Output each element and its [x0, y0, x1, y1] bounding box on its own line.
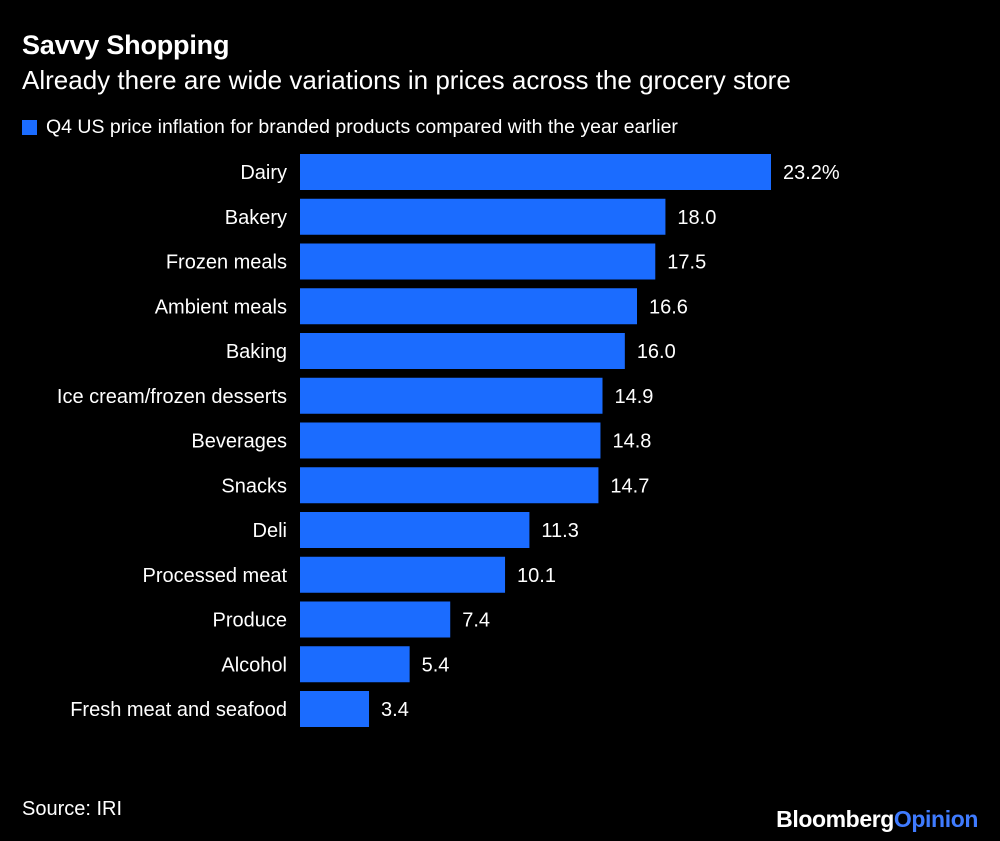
brand-opinion: Opinion [893, 806, 978, 832]
bar [300, 377, 603, 414]
bar [300, 467, 599, 504]
value-label: 11.3 [541, 520, 578, 542]
category-label: Deli [253, 520, 287, 542]
bar [300, 333, 625, 369]
category-label: Bakery [225, 207, 287, 229]
value-label: 14.9 [614, 386, 653, 408]
category-label: Baking [226, 341, 287, 363]
bar [300, 198, 666, 235]
bar [300, 556, 506, 593]
bar [300, 288, 638, 325]
value-label: 16.6 [649, 296, 688, 318]
bar [300, 691, 370, 727]
brand-name: Bloomberg [776, 806, 894, 832]
category-label: Alcohol [221, 654, 287, 676]
category-label: Beverages [191, 431, 287, 453]
bar [300, 422, 601, 459]
chart-title: Savvy Shopping [22, 30, 230, 60]
bar [300, 601, 451, 638]
source-note: Source: IRI [22, 798, 123, 820]
category-label: Processed meat [142, 565, 287, 587]
value-label: 3.4 [381, 699, 409, 721]
value-label: 17.5 [667, 252, 706, 274]
value-label: 14.7 [610, 475, 649, 497]
bar [300, 646, 410, 683]
category-label: Ambient meals [155, 296, 287, 318]
legend-label: Q4 US price inflation for branded produc… [46, 116, 678, 138]
value-label: 7.4 [462, 610, 490, 632]
value-label: 23.2% [783, 162, 840, 184]
value-label: 14.8 [612, 431, 651, 453]
brand-logo: BloombergOpinion [776, 806, 978, 833]
value-label: 10.1 [517, 565, 556, 587]
category-label: Dairy [240, 162, 287, 184]
category-label: Snacks [221, 475, 287, 497]
bar [300, 512, 530, 548]
value-label: 18.0 [677, 207, 716, 229]
legend: Q4 US price inflation for branded produc… [22, 116, 678, 139]
value-label: 5.4 [422, 654, 450, 676]
bar [300, 154, 771, 190]
value-label: 16.0 [637, 341, 676, 363]
category-label: Ice cream/frozen desserts [57, 386, 287, 408]
bar [300, 243, 656, 280]
category-label: Frozen meals [166, 252, 287, 274]
legend-swatch [22, 120, 37, 135]
category-label: Fresh meat and seafood [70, 699, 287, 721]
chart-subtitle: Already there are wide variations in pri… [22, 65, 791, 95]
category-label: Produce [213, 610, 288, 632]
